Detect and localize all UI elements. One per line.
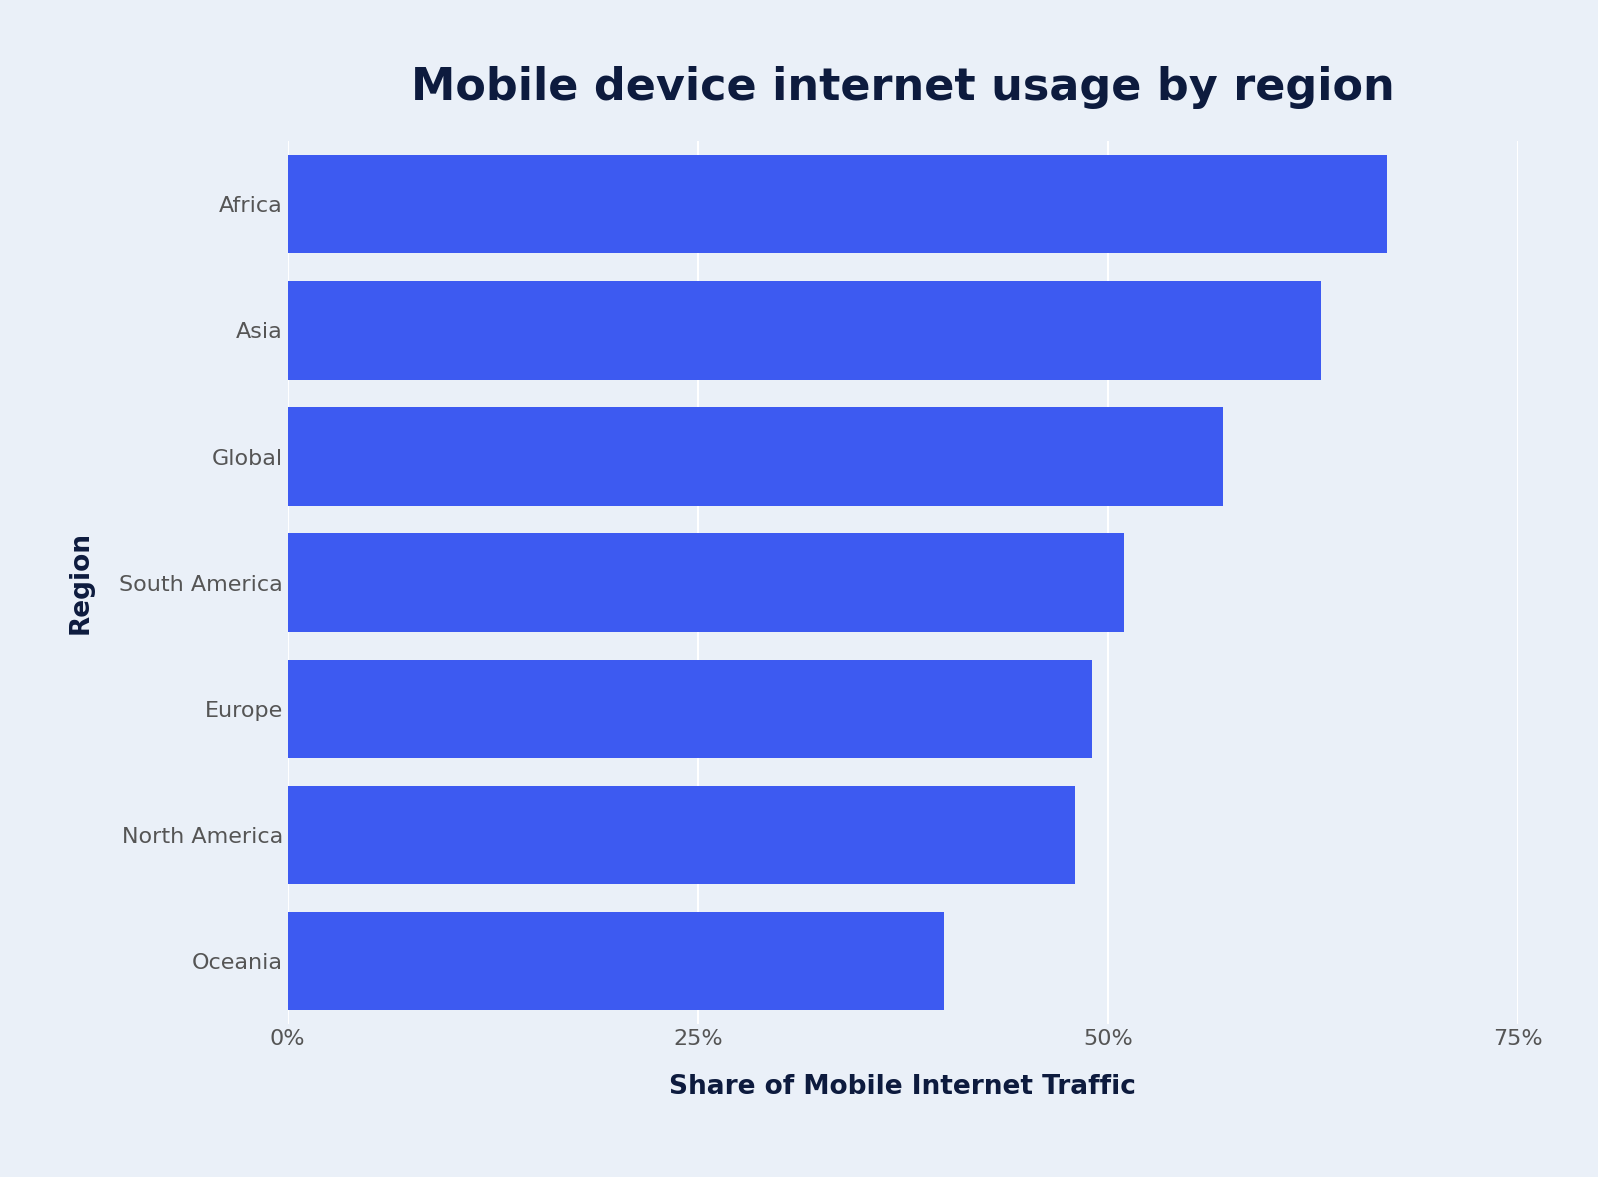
Title: Mobile device internet usage by region: Mobile device internet usage by region [411, 66, 1395, 108]
Bar [288, 533, 1125, 632]
Bar [288, 155, 1387, 253]
Bar [288, 912, 944, 1010]
Bar [288, 407, 1222, 506]
Bar [288, 659, 1091, 758]
Y-axis label: Region: Region [69, 531, 94, 634]
Bar [288, 281, 1322, 380]
X-axis label: Share of Mobile Internet Traffic: Share of Mobile Internet Traffic [670, 1073, 1136, 1099]
Bar [288, 786, 1075, 884]
